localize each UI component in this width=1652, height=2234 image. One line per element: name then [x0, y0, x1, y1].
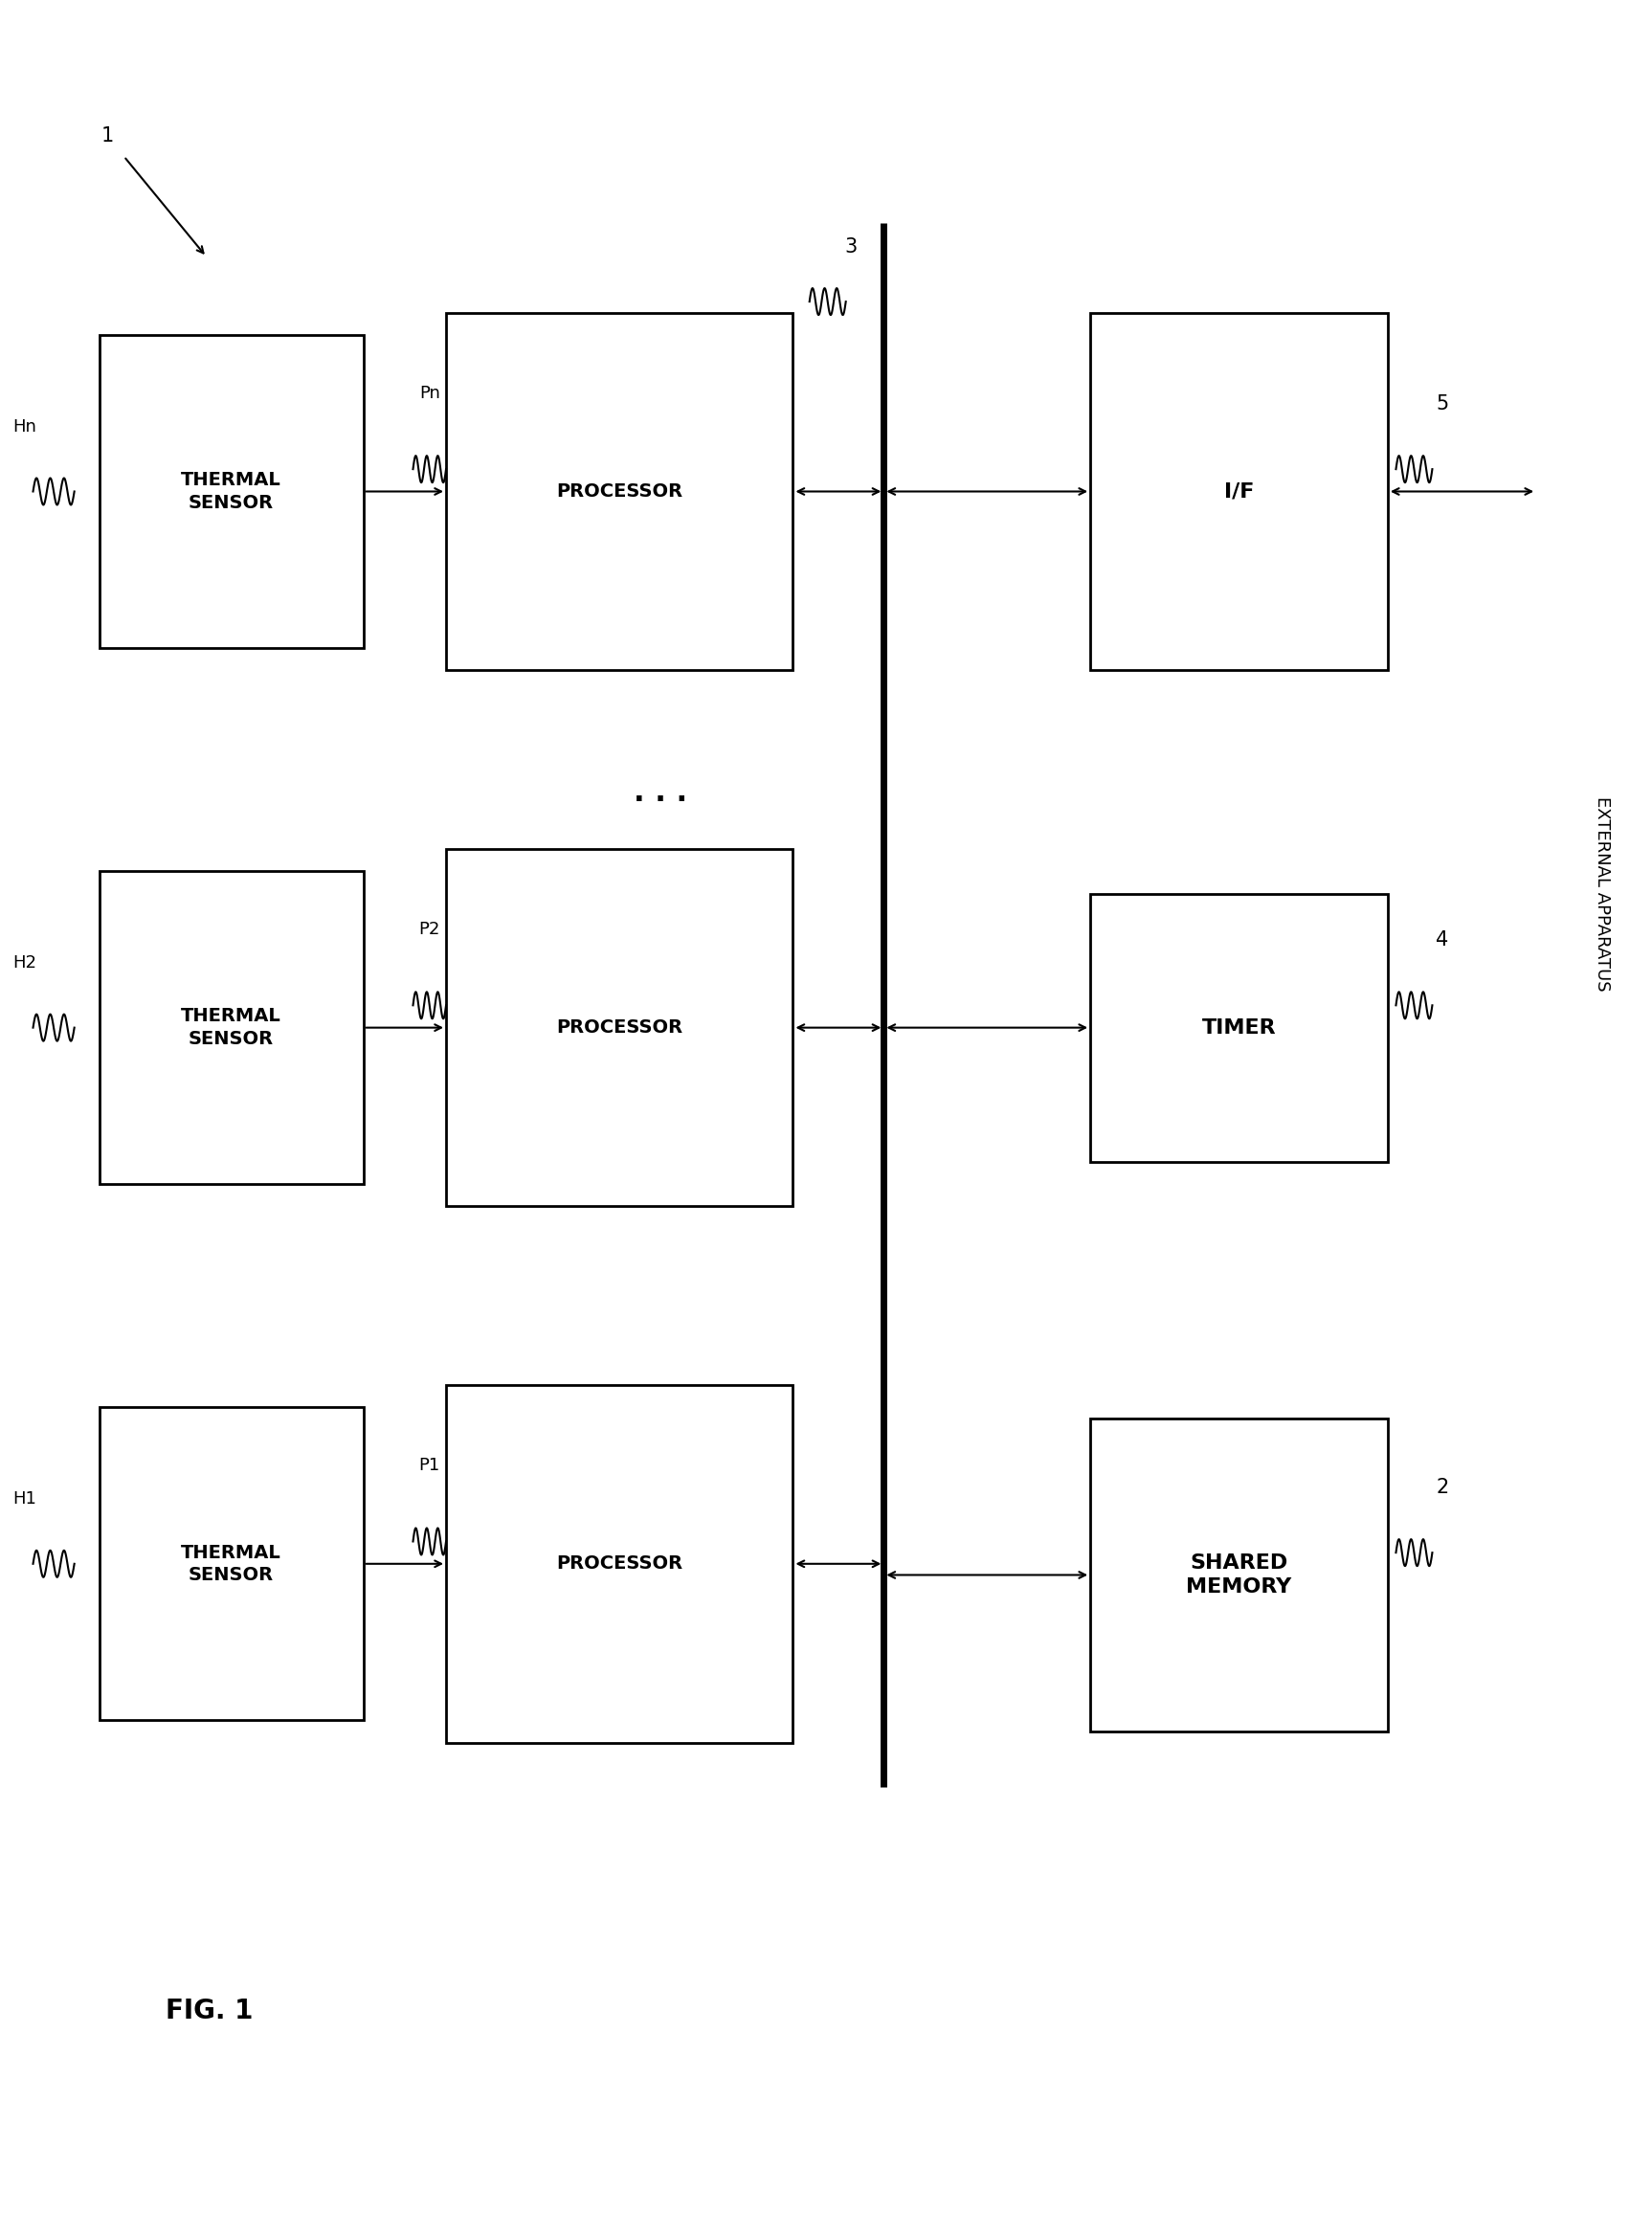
Text: TIMER: TIMER — [1203, 1019, 1275, 1037]
Text: H1: H1 — [13, 1490, 36, 1508]
FancyBboxPatch shape — [99, 871, 363, 1184]
Text: 4: 4 — [1436, 929, 1449, 949]
FancyBboxPatch shape — [1090, 313, 1388, 670]
FancyBboxPatch shape — [446, 1385, 793, 1743]
FancyBboxPatch shape — [446, 313, 793, 670]
Text: THERMAL
SENSOR: THERMAL SENSOR — [182, 1544, 281, 1584]
Text: Pn: Pn — [420, 384, 439, 402]
Text: SHARED
MEMORY: SHARED MEMORY — [1186, 1553, 1292, 1597]
Text: PROCESSOR: PROCESSOR — [557, 1555, 682, 1573]
FancyBboxPatch shape — [1090, 1419, 1388, 1731]
Text: 5: 5 — [1436, 393, 1449, 413]
FancyBboxPatch shape — [99, 335, 363, 648]
Text: PROCESSOR: PROCESSOR — [557, 1019, 682, 1037]
Text: THERMAL
SENSOR: THERMAL SENSOR — [182, 471, 281, 512]
Text: H2: H2 — [13, 954, 36, 972]
Text: . . .: . . . — [634, 780, 687, 806]
Text: I/F: I/F — [1224, 483, 1254, 500]
Text: Hn: Hn — [13, 418, 36, 436]
Text: P2: P2 — [420, 920, 439, 938]
Text: FIG. 1: FIG. 1 — [165, 1997, 253, 2024]
Text: THERMAL
SENSOR: THERMAL SENSOR — [182, 1008, 281, 1048]
FancyBboxPatch shape — [99, 1407, 363, 1720]
Text: PROCESSOR: PROCESSOR — [557, 483, 682, 500]
Text: 1: 1 — [101, 125, 114, 145]
Text: 3: 3 — [844, 237, 857, 257]
FancyBboxPatch shape — [1090, 894, 1388, 1162]
Text: EXTERNAL APPARATUS: EXTERNAL APPARATUS — [1594, 795, 1611, 992]
Text: 2: 2 — [1436, 1477, 1449, 1497]
FancyBboxPatch shape — [446, 849, 793, 1206]
Text: P1: P1 — [420, 1457, 439, 1474]
